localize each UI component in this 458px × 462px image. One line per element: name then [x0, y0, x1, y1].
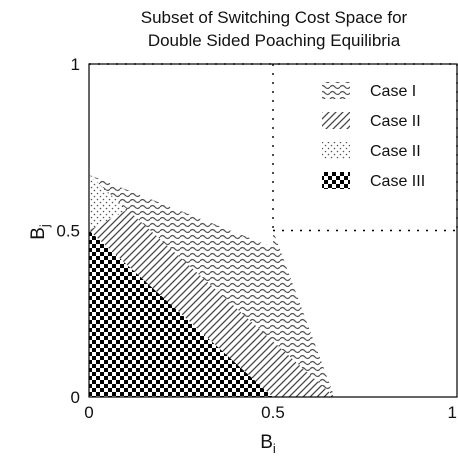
legend-item: Case I: [322, 82, 416, 100]
regions: [89, 174, 335, 397]
y-axis-label-sub: j: [37, 224, 52, 228]
region-dots-2: [89, 174, 126, 231]
legend-item: Case II: [322, 142, 421, 160]
legend-swatch-checker: [322, 172, 350, 189]
legend-label: Case I: [370, 83, 416, 100]
y-axis-ticks: 00.51: [56, 55, 80, 407]
y-axis-label: Bj: [28, 224, 52, 240]
y-tick-label: 0: [71, 388, 80, 407]
chart-title-line-2: Double Sided Poaching Equilibria: [148, 31, 401, 50]
plot-frame: [88, 63, 458, 398]
legend-swatch-hatch: [322, 112, 350, 129]
legend-label: Case III: [370, 173, 425, 190]
x-tick-label: 0: [84, 403, 93, 422]
chart-title-line-1: Subset of Switching Cost Space for: [141, 8, 408, 27]
x-axis-label: Bi: [260, 432, 276, 456]
x-tick-label: 0.5: [261, 403, 285, 422]
y-tick-label: 1: [71, 55, 80, 74]
y-axis-label-base: B: [28, 227, 49, 240]
y-tick-label: 0.5: [56, 222, 80, 241]
legend-item: Case III: [322, 172, 425, 190]
x-tick-label: 1: [448, 403, 457, 422]
legend-swatch-dots: [322, 142, 350, 159]
region-checker-3: [89, 230, 273, 397]
legend: Case I Case II Case II Case III: [322, 82, 425, 190]
legend-label: Case II: [370, 113, 421, 130]
legend-swatch-wave: [322, 82, 350, 99]
x-axis-label-sub: i: [273, 441, 276, 456]
legend-label: Case II: [370, 143, 421, 160]
region-hatch-1: [89, 174, 335, 397]
x-axis-ticks: 0 0.5 1: [84, 403, 457, 422]
x-axis-label-base: B: [260, 432, 273, 453]
legend-item: Case II: [322, 112, 421, 130]
chart-title: Subset of Switching Cost Space for Doubl…: [141, 8, 408, 50]
